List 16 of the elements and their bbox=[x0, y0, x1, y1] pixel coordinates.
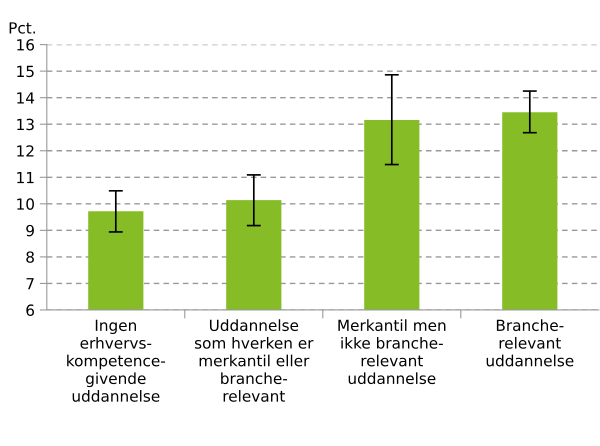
y-tick-label: 10 bbox=[17, 198, 34, 210]
y-tick-label: 8 bbox=[26, 251, 34, 263]
y-tick-label: 14 bbox=[17, 92, 34, 104]
x-tick-label: Merkantil men ikke branche- relevant uddannelse bbox=[338, 319, 446, 384]
y-axis-title: Pct. bbox=[10, 22, 35, 34]
y-tick-label: 12 bbox=[17, 145, 34, 157]
y-tick-label: 16 bbox=[17, 39, 34, 51]
x-tick-label: Uddannelse som hverken er merkantil eller branche- relevant bbox=[194, 319, 314, 402]
y-tick-label: 11 bbox=[17, 172, 34, 184]
x-tick-label: Branche- relevant uddannelse bbox=[486, 319, 574, 366]
y-tick-label: 15 bbox=[17, 66, 34, 78]
x-tick-label: Ingen erhvervs- kompetence- givende uddannelse bbox=[67, 320, 166, 402]
y-tick-label: 7 bbox=[26, 278, 34, 290]
y-tick-label: 6 bbox=[26, 304, 34, 316]
y-tick-label: 9 bbox=[26, 224, 34, 236]
y-tick-label: 13 bbox=[17, 118, 34, 130]
